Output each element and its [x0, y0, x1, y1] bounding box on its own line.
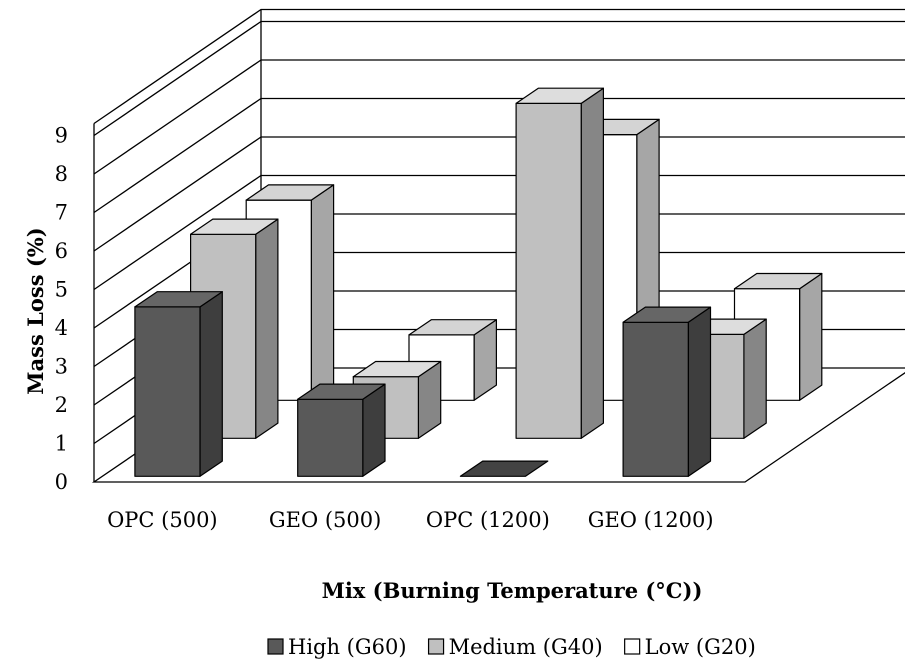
bar-side — [798, 272, 823, 401]
y-tick-label: 3 — [55, 355, 68, 379]
x-tick-label: OPC (1200) — [426, 508, 550, 532]
y-axis-ticks: 0 1 2 3 4 5 6 7 8 9 — [55, 124, 68, 495]
gridline — [93, 174, 905, 291]
y-tick-label: 5 — [55, 278, 68, 302]
bar-high-g60--2 — [459, 460, 549, 477]
y-tick-label: 6 — [55, 239, 68, 263]
bar-front — [622, 321, 689, 477]
bar-top — [134, 291, 223, 308]
bar-front — [134, 306, 201, 477]
x-tick-label: GEO (1200) — [588, 508, 714, 532]
y-tick-label: 8 — [55, 162, 68, 186]
legend-item: Medium (G40) — [427, 635, 603, 659]
legend: High (G60) Medium (G40) Low (G20) — [267, 635, 756, 659]
bar-top — [515, 87, 605, 105]
bar-medium-g40--2 — [515, 87, 605, 439]
gridline — [93, 136, 905, 252]
wall-top-edge — [93, 8, 905, 125]
bar-side — [743, 318, 767, 439]
x-tick-label: GEO (500) — [269, 508, 381, 532]
y-tick-label: 2 — [55, 393, 68, 417]
legend-swatch — [624, 638, 641, 655]
legend-swatch — [427, 638, 445, 655]
bar-front — [297, 398, 364, 477]
bar-side — [255, 218, 279, 439]
bar-top — [459, 460, 549, 477]
legend-label: Medium (G40) — [449, 635, 603, 659]
bar-top — [622, 306, 712, 323]
bar-top — [408, 319, 497, 336]
x-tick-label: OPC (500) — [107, 508, 218, 532]
y-tick-label: 7 — [55, 201, 68, 225]
bar-top — [297, 383, 386, 400]
bar-side — [310, 184, 335, 401]
bar-front — [515, 102, 582, 439]
gridline — [93, 20, 905, 137]
bar-high-g60--0 — [134, 291, 223, 477]
legend-item: Low (G20) — [624, 635, 756, 659]
legend-swatch — [267, 638, 284, 655]
bar-side — [362, 383, 386, 477]
bar-medium-g40--0 — [190, 218, 279, 439]
bar-side — [199, 291, 223, 477]
gridline — [93, 97, 905, 214]
bar-side — [580, 87, 605, 439]
x-axis-title: Mix (Burning Temperature (°C)) — [322, 578, 703, 603]
y-tick-label: 9 — [55, 124, 68, 148]
y-axis-title: Mass Loss (%) — [23, 227, 48, 394]
bar-top — [245, 184, 335, 201]
bar-high-g60--3 — [622, 306, 712, 477]
bar-side — [687, 306, 712, 477]
legend-label: Low (G20) — [645, 635, 756, 659]
y-tick-label: 4 — [55, 316, 68, 340]
bar-top — [190, 218, 279, 235]
y-tick-label: 1 — [55, 432, 68, 456]
y-tick-label: 0 — [55, 470, 68, 494]
bar-top — [352, 360, 442, 378]
bar-high-g60--1 — [297, 383, 386, 477]
legend-label: High (G60) — [288, 635, 407, 659]
bar-low-g20--3 — [733, 272, 823, 401]
legend-item: High (G60) — [267, 635, 407, 659]
bars — [134, 87, 823, 477]
x-axis-categories: OPC (500) GEO (500) OPC (1200) GEO (1200) — [107, 508, 713, 532]
bar-top — [733, 272, 823, 290]
gridline — [93, 59, 905, 175]
